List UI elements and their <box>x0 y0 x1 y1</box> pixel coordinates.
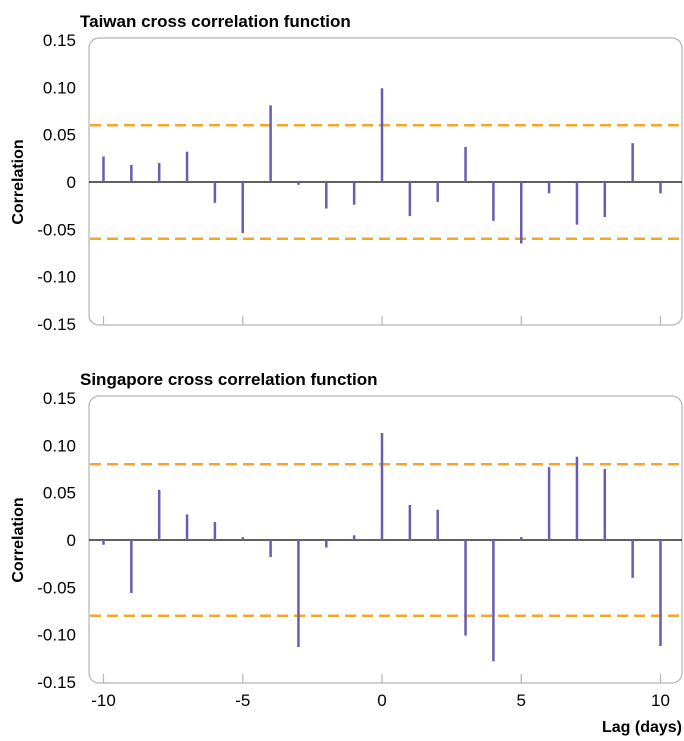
y-tick-label: -0.05 <box>37 220 76 239</box>
singapore-y-tick-labels: 0.15 0.10 0.05 0 -0.05 -0.10 -0.15 <box>37 389 76 692</box>
taiwan-ccf-bars <box>102 88 662 244</box>
singapore-x-ticks <box>102 674 662 683</box>
y-tick-label: 0.15 <box>43 389 76 408</box>
singapore-x-tick-labels: -10 -5 0 5 10 <box>91 691 670 710</box>
y-tick-label: 0 <box>67 531 76 550</box>
y-tick-label: 0.10 <box>43 78 76 97</box>
singapore-chart-title: Singapore cross correlation function <box>80 370 378 389</box>
taiwan-y-axis-label: Correlation <box>10 139 27 224</box>
taiwan-ccf-panel: Taiwan cross correlation function Correl… <box>10 12 683 334</box>
y-tick-label: 0.05 <box>43 126 76 145</box>
x-tick-label: 0 <box>377 691 386 710</box>
y-tick-label: 0 <box>67 173 76 192</box>
x-axis-label: Lag (days) <box>602 719 682 736</box>
taiwan-chart-title: Taiwan cross correlation function <box>80 12 351 31</box>
y-tick-label: -0.15 <box>37 673 76 692</box>
y-tick-label: -0.15 <box>37 315 76 334</box>
y-tick-label: -0.10 <box>37 626 76 645</box>
y-tick-label: 0.15 <box>43 31 76 50</box>
y-tick-label: 0.10 <box>43 436 76 455</box>
singapore-y-axis-label: Correlation <box>10 497 27 582</box>
y-tick-label: -0.10 <box>37 268 76 287</box>
taiwan-y-tick-labels: 0.15 0.10 0.05 0 -0.05 -0.10 -0.15 <box>37 31 76 334</box>
x-tick-label: -5 <box>235 691 250 710</box>
x-tick-label: 5 <box>517 691 526 710</box>
y-tick-label: -0.05 <box>37 578 76 597</box>
x-tick-label: 10 <box>651 691 670 710</box>
singapore-ccf-panel: Singapore cross correlation function Cor… <box>10 370 683 736</box>
singapore-ccf-bars <box>102 433 662 662</box>
x-tick-label: -10 <box>91 691 116 710</box>
y-tick-label: 0.05 <box>43 484 76 503</box>
taiwan-x-ticks <box>102 316 662 325</box>
